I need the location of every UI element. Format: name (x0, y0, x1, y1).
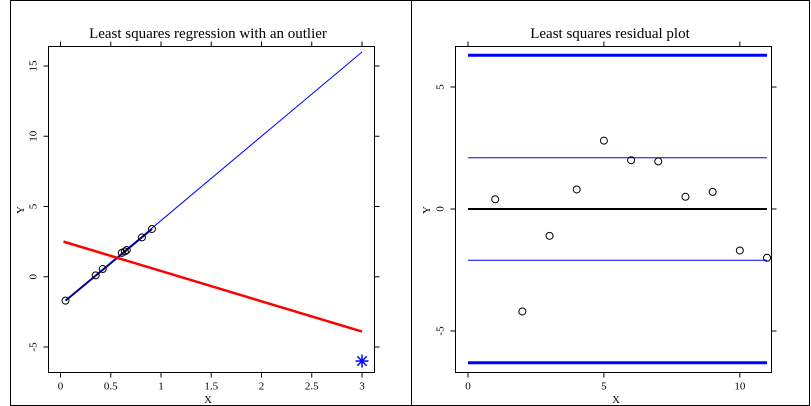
chart1-point (147, 224, 156, 233)
chart1-fit-line-3 (63, 240, 363, 333)
chart1-ytick-label: 10 (28, 130, 40, 142)
panel-regression: Least squares regression with an outlier… (10, 0, 412, 406)
chart2-xlabel: X (612, 394, 620, 406)
chart1-y-ticks: -5 0 5 10 15 (28, 60, 380, 352)
chart2-point (627, 156, 636, 165)
chart2-lines (468, 53, 767, 365)
chart1-x-ticks: 0 0.5 1 1.5 2 2.5 3 (58, 41, 365, 393)
chart2-title: Least squares residual plot (530, 26, 690, 42)
chart2-point (518, 307, 527, 316)
chart1-ytick-label: 15 (28, 60, 40, 72)
chart2-xtick-label: 10 (734, 381, 746, 393)
chart1-ytick-label: 5 (28, 203, 40, 209)
chart1-ytick-label: -5 (28, 342, 40, 352)
chart1-point (120, 247, 129, 256)
chart2-points (491, 136, 771, 316)
chart2-ylabel: Y (421, 206, 433, 214)
chart2-point (599, 136, 608, 145)
chart2-ytick-label: -5 (435, 326, 447, 336)
chart2-ytick-label: 0 (435, 206, 447, 212)
chart1-xtick-label: 0.5 (104, 381, 118, 393)
chart1-point (98, 265, 107, 274)
chart2-ytick-label: 5 (435, 84, 447, 90)
panel-residual-frame (411, 0, 810, 406)
chart2-point (491, 195, 500, 204)
chart1-xtick-label: 2 (259, 381, 265, 393)
chart1-ytick-label: 0 (28, 274, 40, 280)
chart2-point (708, 187, 717, 196)
chart1-lines (63, 51, 363, 333)
chart1-title: Least squares regression with an outlier (89, 26, 327, 42)
panel-residual: Least squares residual plot 0 5 10 -505 X … (411, 0, 810, 406)
chart1-point (91, 271, 100, 280)
chart1-xtick-label: 1 (158, 381, 164, 393)
chart1-point (61, 296, 70, 305)
chart2-x-ticks: 0 5 10 (465, 41, 746, 393)
chart1-point (122, 246, 131, 255)
chart2-xtick-label: 0 (465, 381, 471, 393)
chart2-point (654, 157, 663, 166)
chart2-y-ticks: -5 0 5 (435, 84, 777, 336)
chart2-point (763, 253, 771, 262)
chart1-xtick-label: 2.5 (305, 381, 319, 393)
chart2-point (572, 185, 581, 194)
chart2-xtick-label: 5 (601, 381, 607, 393)
chart2-point (735, 246, 744, 255)
chart1-plot-area (48, 46, 375, 373)
chart1-xtick-label: 3 (359, 381, 365, 393)
chart1-xtick-label: 0 (58, 381, 64, 393)
chart1-ylabel: Y (15, 206, 27, 214)
chart1-xlabel: X (204, 394, 212, 406)
chart1-points (61, 224, 369, 368)
chart1-fit-line-2 (64, 228, 153, 302)
chart1-outlier-point (355, 354, 369, 368)
chart2-point (681, 192, 690, 201)
chart2-point (545, 231, 554, 240)
chart1-outlier-stroke (356, 355, 368, 367)
chart1-point (137, 233, 146, 242)
chart1-xtick-label: 1.5 (204, 381, 218, 393)
